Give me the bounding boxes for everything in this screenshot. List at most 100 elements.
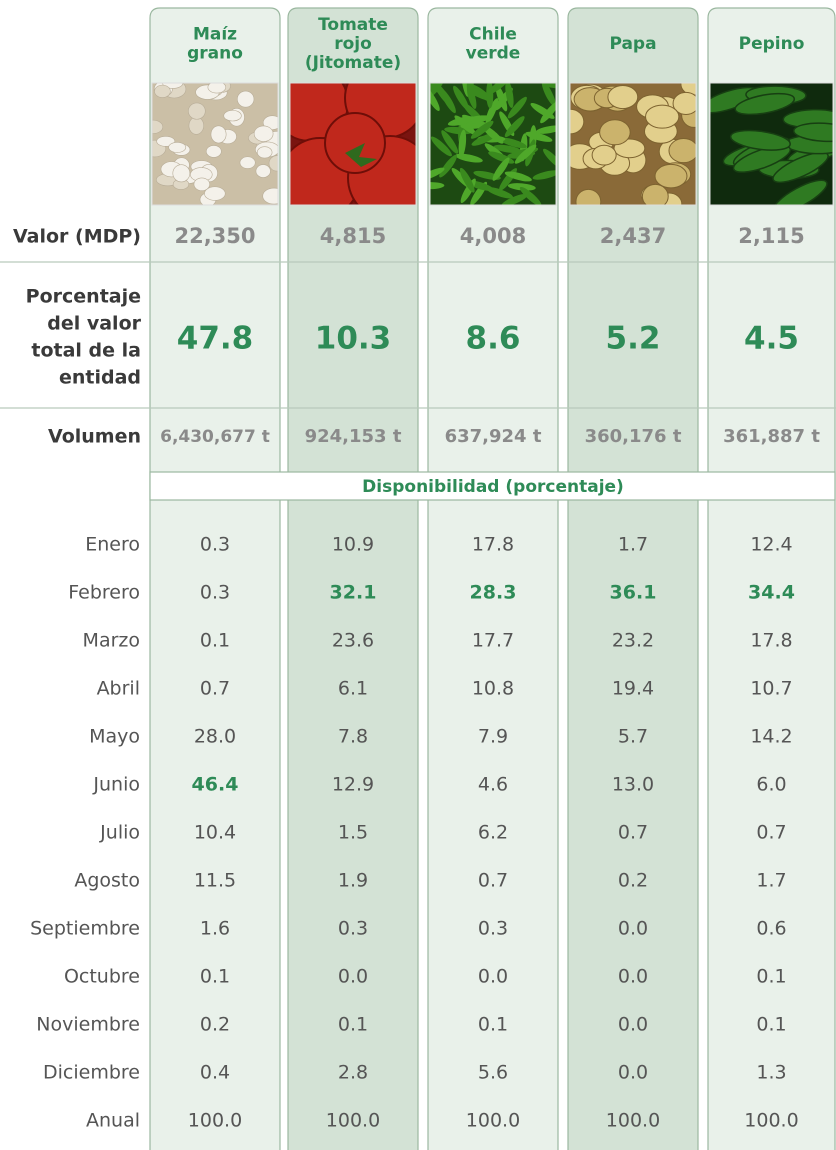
availability-cell: 0.6: [756, 918, 786, 940]
availability-cell: 1.6: [200, 918, 230, 940]
availability-cell: 13.0: [612, 774, 654, 796]
availability-cell: 32.1: [330, 582, 377, 604]
month-label: Agosto: [74, 870, 140, 892]
percentage-cell: 4.5: [744, 321, 799, 357]
availability-cell: 23.6: [332, 630, 374, 652]
availability-cell: 10.4: [194, 822, 236, 844]
month-label: Febrero: [68, 582, 140, 604]
availability-cell: 0.0: [618, 918, 648, 940]
kernel: [263, 188, 286, 204]
availability-cell: 7.9: [478, 726, 508, 748]
availability-cell: 2.8: [338, 1062, 368, 1084]
kernel: [240, 157, 255, 169]
availability-cell: 10.8: [472, 678, 514, 700]
availability-cell: 11.5: [194, 870, 236, 892]
month-label: Julio: [99, 822, 140, 844]
availability-cell: 0.0: [338, 966, 368, 988]
availability-cell: 17.8: [750, 630, 792, 652]
column-header: verde: [466, 44, 521, 64]
month-label: Noviembre: [36, 1014, 140, 1036]
potato: [592, 145, 616, 165]
potato: [669, 139, 698, 163]
availability-cell: 36.1: [610, 582, 657, 604]
column-header: Tomate: [318, 15, 388, 35]
availability-cell: 1.9: [338, 870, 368, 892]
month-label: Junio: [92, 774, 140, 796]
availability-cell: 0.1: [200, 630, 230, 652]
month-label: Anual: [86, 1110, 140, 1132]
availability-cell: 6.1: [338, 678, 368, 700]
availability-cell: 0.7: [756, 822, 786, 844]
percentage-cell: 10.3: [315, 321, 392, 357]
availability-cell: 0.0: [618, 966, 648, 988]
value-cell: 4,008: [460, 224, 526, 248]
column-header: Chile: [469, 25, 517, 45]
availability-cell: 0.1: [200, 966, 230, 988]
availability-cell: 1.7: [756, 870, 786, 892]
availability-cell: 12.4: [750, 534, 792, 556]
kernel: [155, 85, 171, 97]
availability-cell: 0.4: [200, 1062, 230, 1084]
month-label: Abril: [97, 678, 140, 700]
availability-cell: 0.0: [618, 1014, 648, 1036]
kernel: [254, 126, 273, 142]
column-header: Maíz: [193, 25, 237, 45]
availability-cell: 10.9: [332, 534, 374, 556]
availability-cell: 100.0: [606, 1110, 660, 1132]
value-cell: 4,815: [320, 224, 386, 248]
value-cell: 22,350: [174, 224, 255, 248]
availability-cell: 100.0: [188, 1110, 242, 1132]
month-label: Septiembre: [30, 918, 140, 940]
kernel: [206, 145, 221, 157]
product-photo: [557, 72, 707, 215]
crop-table: Maízgrano22,35047.86,430,677 tTomaterojo…: [0, 0, 836, 1150]
column-header: rojo: [334, 34, 372, 54]
availability-cell: 5.6: [478, 1062, 508, 1084]
potato: [655, 164, 687, 188]
availability-cell: 100.0: [466, 1110, 520, 1132]
column-header: Papa: [609, 34, 656, 54]
kernel: [237, 91, 254, 107]
kernel: [269, 156, 285, 171]
value-cell: 2,115: [738, 224, 804, 248]
availability-cell: 0.1: [338, 1014, 368, 1036]
row-label: entidad: [59, 367, 141, 389]
potato: [608, 85, 638, 108]
availability-cell: 0.7: [618, 822, 648, 844]
availability-title: Disponibilidad (porcentaje): [362, 477, 624, 497]
availability-cell: 1.3: [756, 1062, 786, 1084]
availability-cell: 100.0: [744, 1110, 798, 1132]
availability-cell: 1.5: [338, 822, 368, 844]
availability-cell: 0.3: [478, 918, 508, 940]
availability-cell: 23.2: [612, 630, 654, 652]
month-label: Diciembre: [43, 1062, 140, 1084]
availability-cell: 4.6: [478, 774, 508, 796]
availability-cell: 14.2: [750, 726, 792, 748]
month-label: Octubre: [64, 966, 140, 988]
kernel: [257, 147, 272, 158]
availability-cell: 0.7: [478, 870, 508, 892]
availability-cell: 0.1: [756, 1014, 786, 1036]
kernel: [211, 126, 226, 143]
volume-cell: 360,176 t: [585, 426, 682, 447]
kernel: [188, 103, 205, 119]
kernel: [189, 117, 204, 134]
value-cell: 2,437: [600, 224, 666, 248]
kernel: [194, 178, 210, 191]
availability-cell: 5.7: [618, 726, 648, 748]
availability-cell: 46.4: [192, 774, 239, 796]
availability-cell: 0.2: [200, 1014, 230, 1036]
availability-cell: 34.4: [748, 582, 795, 604]
percentage-cell: 5.2: [606, 321, 661, 357]
availability-cell: 0.0: [618, 1062, 648, 1084]
kernel: [256, 165, 271, 178]
availability-cell: 0.0: [478, 966, 508, 988]
availability-cell: 12.9: [332, 774, 374, 796]
availability-cell: 17.8: [472, 534, 514, 556]
availability-cell: 6.2: [478, 822, 508, 844]
product-photo: [143, 78, 288, 207]
availability-cell: 0.3: [200, 582, 230, 604]
kernel: [224, 110, 242, 121]
column-header: Pepino: [739, 34, 805, 54]
availability-cell: 1.7: [618, 534, 648, 556]
